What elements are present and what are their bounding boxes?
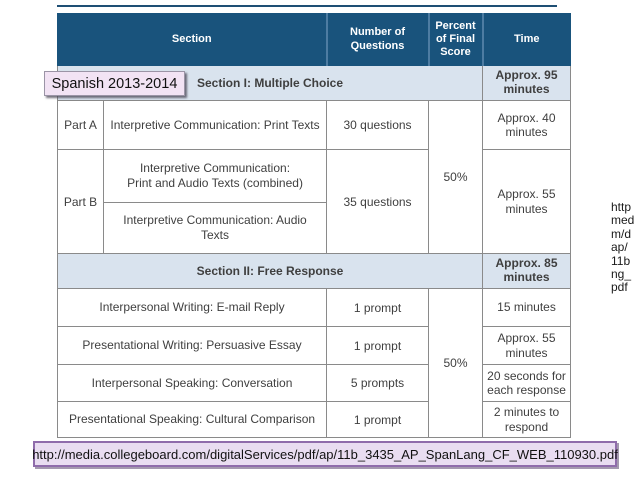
- source-url-caption: http://media.collegeboard.com/digitalSer…: [32, 441, 618, 467]
- section2-time: Approx. 85 minutes: [482, 253, 572, 289]
- row-desc: Interpersonal Writing: E-mail Reply: [56, 288, 328, 327]
- header-percent-of-final-score: Percent of Final Score: [427, 13, 484, 66]
- row-time: 2 minutes to respond: [482, 401, 572, 438]
- row-desc: Presentational Writing: Persuasive Essay: [56, 326, 328, 365]
- section1-time: Approx. 95 minutes: [482, 65, 572, 101]
- part-b-row-1: Part B Interpretive Communication: Print…: [57, 149, 572, 254]
- part-b-desc-audio: Interpretive Communication: Audio Texts: [102, 202, 328, 254]
- part-b-label: Part B: [57, 149, 104, 254]
- part-b-time: Approx. 55 minutes: [482, 149, 572, 254]
- part-a-row: Part A Interpretive Communication: Print…: [57, 100, 572, 254]
- row-questions: 1 prompt: [326, 326, 430, 365]
- section2-percent: 50%: [428, 288, 484, 438]
- part-a-desc: Interpretive Communication: Print Texts: [102, 100, 328, 150]
- part-b-row-2: Interpretive Communication: Audio Texts: [58, 202, 571, 254]
- row-time: Approx. 55 minutes: [482, 326, 572, 365]
- header-number-of-questions: Number of Questions: [325, 13, 430, 66]
- table-row-email-reply: Interpersonal Writing: E-mail Reply 1 pr…: [56, 288, 572, 438]
- row-questions: 1 prompt: [326, 401, 430, 438]
- part-b-questions: 35 questions: [326, 149, 430, 254]
- row-time: 20 seconds for each response: [482, 364, 572, 402]
- row-time: 15 minutes: [482, 288, 572, 327]
- exam-format-table: Section Number of Questions Percent of F…: [56, 13, 572, 438]
- clipped-url-text-fragment: http med m/d ap/ 11b ng_ pdf: [611, 200, 635, 295]
- table-header-row: Section Number of Questions Percent of F…: [56, 13, 572, 66]
- section1-percent: 50%: [428, 100, 484, 254]
- table-row-persuasive-essay: Presentational Writing: Persuasive Essay…: [56, 326, 572, 365]
- part-a-time: Approx. 40 minutes: [482, 100, 572, 150]
- part-a-questions: 30 questions: [326, 100, 430, 150]
- part-a-label: Part A: [57, 100, 104, 150]
- row-questions: 5 prompts: [326, 364, 430, 402]
- section2-title: Section II: Free Response: [56, 253, 484, 289]
- row-desc: Interpersonal Speaking: Conversation: [56, 364, 328, 402]
- table-row-conversation: Interpersonal Speaking: Conversation 5 p…: [56, 364, 572, 402]
- row-desc: Presentational Speaking: Cultural Compar…: [56, 401, 328, 438]
- table-top-rule: [57, 5, 557, 7]
- header-time: Time: [481, 13, 572, 66]
- row-questions: 1 prompt: [326, 288, 430, 327]
- table-row-cultural-comparison: Presentational Speaking: Cultural Compar…: [56, 401, 572, 438]
- header-section: Section: [56, 13, 328, 66]
- slide-title-label: Spanish 2013-2014: [44, 71, 185, 96]
- part-b-desc-combined: Interpretive Communication: Print and Au…: [102, 149, 328, 203]
- section2-band-row: Section II: Free Response Approx. 85 min…: [56, 253, 572, 289]
